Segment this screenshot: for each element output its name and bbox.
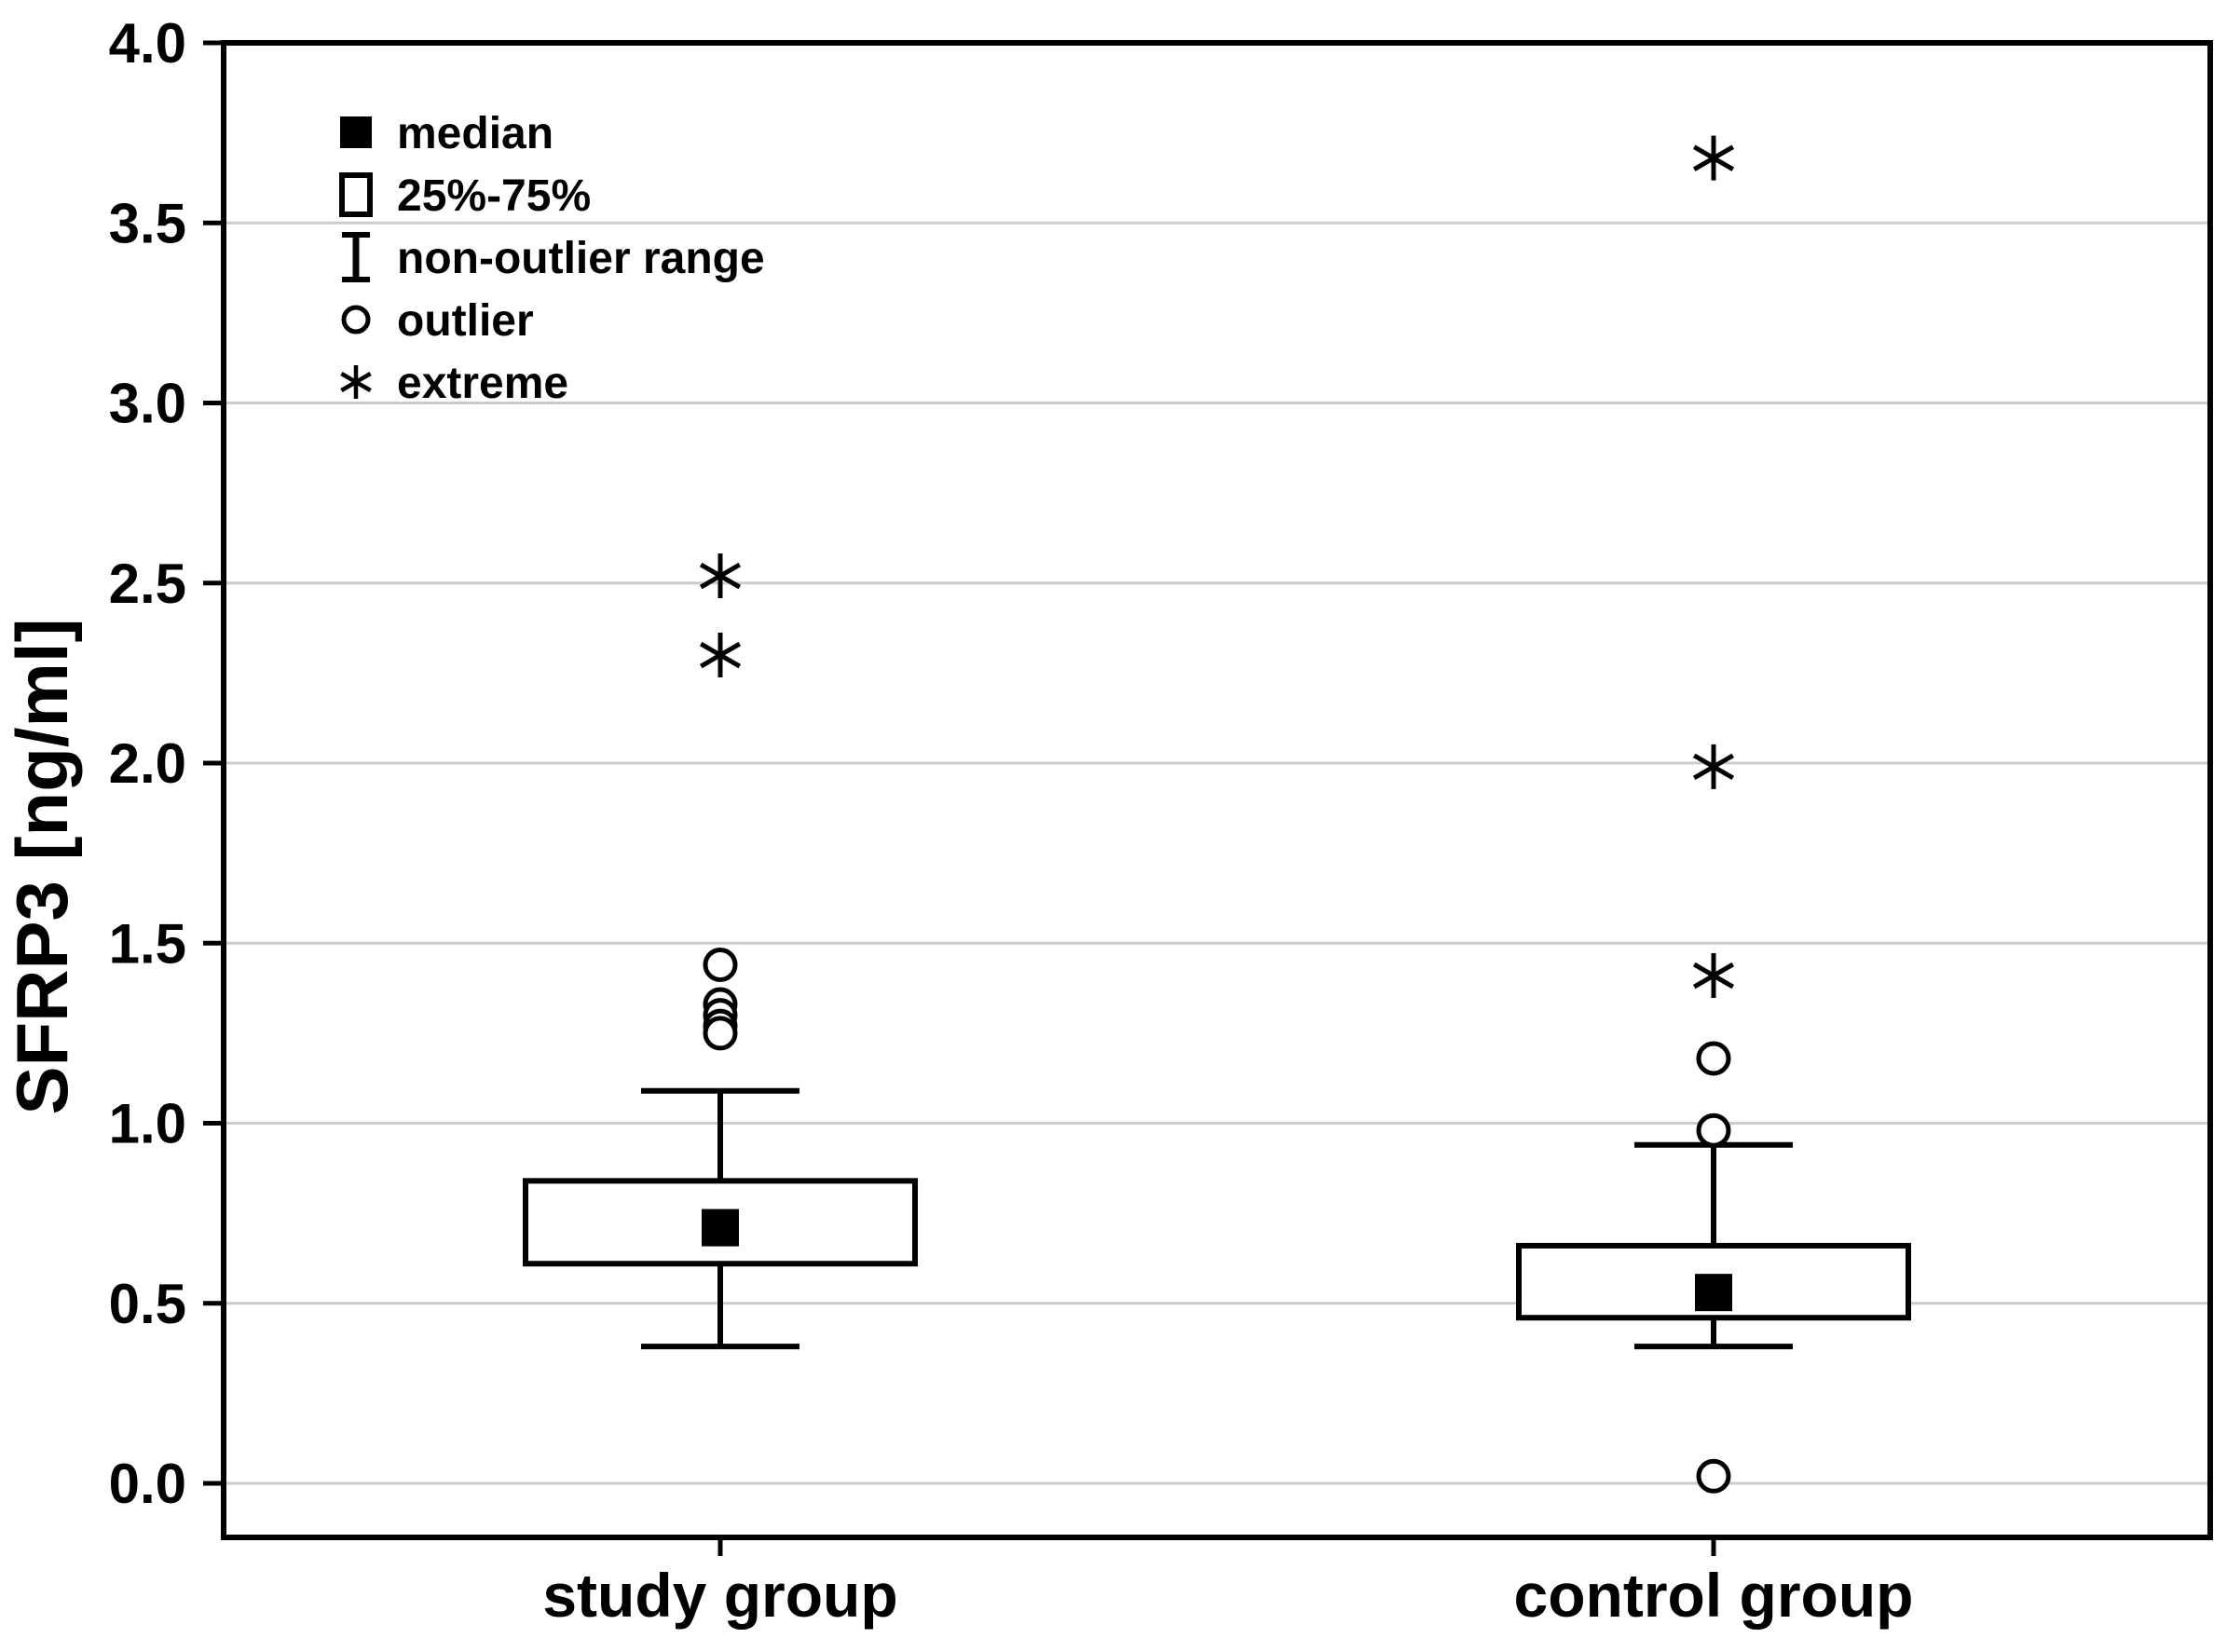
outlier-marker	[1696, 1458, 1731, 1494]
boxplot-study-group	[523, 553, 918, 1350]
asterisk-spoke	[699, 562, 742, 590]
plot-frame	[221, 40, 2213, 1540]
outlier-marker	[1696, 1041, 1731, 1076]
median-legend-icon	[340, 116, 372, 148]
y-axis-title: SFRP3 [ng/ml]	[1, 618, 83, 1114]
outlier-legend-icon	[341, 305, 371, 334]
y-tick-label: 2.5	[109, 553, 186, 615]
boxplot-control-group	[1516, 135, 1911, 1494]
asterisk-spoke	[699, 641, 742, 669]
y-tick-label: 0.5	[109, 1273, 186, 1335]
y-tick-label: 3.5	[109, 192, 186, 254]
legend-item: extreme	[340, 359, 568, 408]
y-tick-label: 3.0	[109, 373, 186, 435]
extreme-marker	[340, 365, 372, 399]
legend-label: non-outlier range	[397, 234, 765, 283]
y-tick-label: 1.5	[109, 912, 186, 975]
legend-label: median	[397, 109, 553, 158]
legend-item: outlier	[341, 296, 534, 346]
y-tick-label: 0.0	[109, 1453, 186, 1515]
median-marker	[1695, 1274, 1732, 1312]
category-label: control group	[1514, 1561, 1914, 1630]
legend-label: outlier	[397, 296, 534, 346]
legend-item: non-outlier range	[342, 232, 765, 283]
outlier-marker	[1696, 1113, 1731, 1148]
outlier-marker	[703, 1016, 738, 1051]
extreme-marker	[1692, 135, 1735, 181]
median-marker	[702, 1208, 739, 1247]
y-tick-label: 4.0	[109, 12, 186, 75]
extreme-marker	[1692, 953, 1735, 999]
y-tick-label: 2.0	[109, 732, 186, 795]
extreme-marker	[699, 633, 742, 678]
asterisk-spoke	[1692, 753, 1735, 781]
extreme-marker	[1692, 744, 1735, 789]
extreme-marker	[699, 553, 742, 599]
legend-item: median	[340, 109, 553, 158]
category-label: study group	[542, 1561, 897, 1630]
legend-label: 25%-75%	[397, 171, 591, 221]
iqr-legend-icon	[339, 172, 373, 217]
asterisk-spoke	[1692, 144, 1735, 171]
legend-label: extreme	[397, 359, 568, 408]
legend-item: 25%-75%	[339, 171, 591, 221]
asterisk-spoke	[340, 372, 372, 392]
outlier-marker	[703, 947, 738, 982]
asterisk-spoke	[1692, 962, 1735, 990]
y-tick-label: 1.0	[109, 1093, 186, 1155]
